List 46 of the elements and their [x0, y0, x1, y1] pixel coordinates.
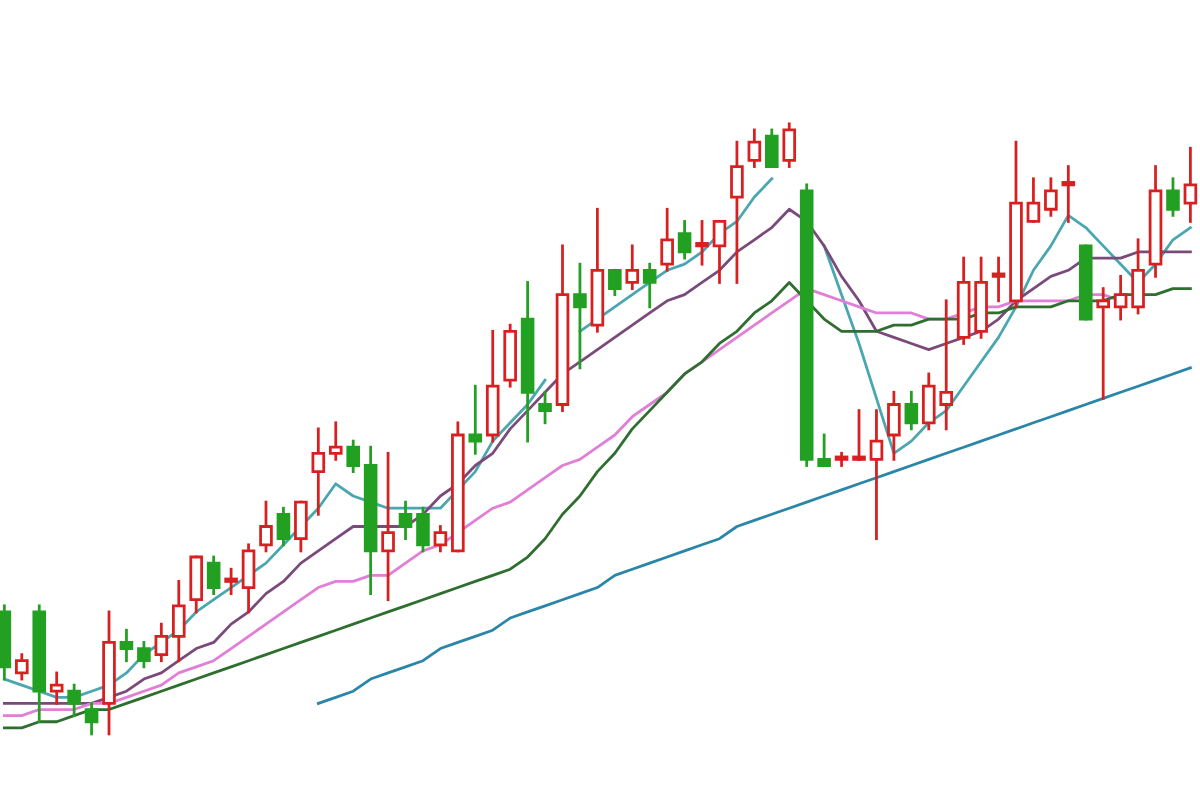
candlestick — [573, 262, 587, 370]
candlestick — [555, 244, 570, 412]
candlestick — [642, 262, 657, 309]
candlestick — [782, 122, 797, 168]
candlestick — [1044, 177, 1058, 217]
candlestick — [84, 702, 99, 736]
candlestick — [171, 580, 186, 663]
candlestick — [15, 653, 29, 681]
candlestick — [119, 628, 134, 663]
candlestick — [695, 220, 709, 266]
candlestick — [0, 604, 12, 681]
candlestick — [869, 409, 884, 541]
candlestick — [1113, 274, 1128, 321]
candlestick — [625, 244, 640, 290]
candlestick — [1096, 287, 1110, 400]
candlestick — [1061, 165, 1076, 223]
candlestick — [346, 439, 360, 473]
candlestick — [102, 610, 116, 736]
candlestick — [398, 500, 413, 541]
candlestick — [747, 128, 762, 168]
candlestick — [49, 671, 64, 705]
candlestick — [154, 622, 169, 663]
candlestick — [1183, 146, 1198, 223]
candlestick — [433, 525, 448, 553]
candlestick — [991, 256, 1006, 303]
candlestick — [799, 183, 814, 467]
candlestick — [503, 323, 517, 388]
candlestick — [660, 207, 674, 272]
candlestick — [206, 555, 221, 596]
candlestick — [485, 329, 500, 443]
candlestick — [904, 390, 919, 431]
candlestick — [590, 207, 605, 333]
candlestick — [363, 445, 378, 596]
candlestick — [956, 256, 971, 345]
candlestick — [520, 281, 535, 443]
candlestick — [677, 220, 692, 260]
candlestick — [468, 384, 483, 455]
candlestick — [67, 683, 81, 718]
candlestick — [32, 604, 47, 724]
candlestick — [328, 421, 343, 461]
candlestick — [730, 140, 744, 284]
candlestick — [1148, 165, 1163, 278]
candlestick — [381, 451, 395, 602]
candlestick — [276, 506, 291, 547]
candlestick — [241, 543, 256, 614]
candlestick — [311, 427, 326, 516]
